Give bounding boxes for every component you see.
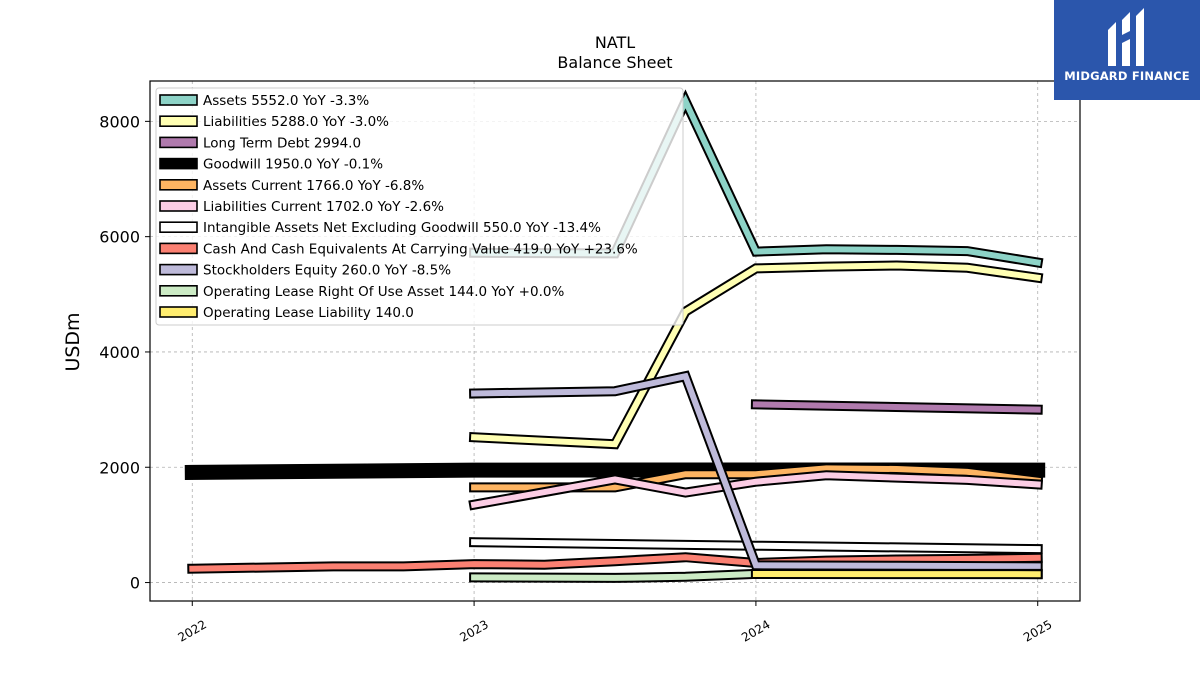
y-tick-label: 6000	[99, 228, 140, 247]
series-long-term-debt	[750, 399, 1043, 415]
legend-entry-label: Goodwill 1950.0 YoY -0.1%	[203, 157, 383, 173]
legend: Assets 5552.0 YoY -3.3% Liabilities 5288.…	[155, 87, 684, 326]
y-tick-label: 2000	[99, 458, 140, 477]
y-axis-label: USDm	[62, 312, 84, 371]
y-tick-label: 4000	[99, 343, 140, 362]
legend-entry-label: Intangible Assets Net Excluding Goodwill…	[203, 220, 601, 236]
legend-swatch	[159, 157, 198, 170]
legend-swatch	[159, 200, 198, 212]
y-tick-label: 0	[130, 574, 140, 593]
chart-title: NATL	[595, 33, 635, 52]
series-line	[752, 401, 1041, 413]
series-intangible-assets-net-excluding-goodwill	[469, 537, 1043, 555]
legend-entry-label: Liabilities Current 1702.0 YoY -2.6%	[203, 199, 444, 215]
series-line	[471, 372, 1041, 570]
y-tick-label: 8000	[99, 112, 140, 131]
legend-swatch	[159, 179, 198, 191]
series-line	[470, 472, 1041, 509]
series-cash-and-cash-equivalents-at-carrying-value	[187, 552, 1043, 574]
series-line	[471, 539, 1041, 553]
series-line	[189, 554, 1041, 572]
legend-entry-label: Liabilities 5288.0 YoY -3.0%	[203, 114, 389, 130]
series-liabilities	[468, 260, 1044, 450]
legend-entry-label: Stockholders Equity 260.0 YoY -8.5%	[203, 263, 451, 279]
legend-swatch	[159, 263, 198, 276]
series-stockholders-equity	[469, 370, 1043, 572]
legend-entry-label: Operating Lease Liability 140.0	[203, 305, 414, 321]
legend-entry-label: Long Term Debt 2994.0	[203, 135, 361, 151]
legend-swatch	[159, 284, 198, 297]
legend-entry-label: Assets 5552.0 YoY -3.3%	[203, 93, 369, 109]
legend-swatch	[159, 221, 198, 233]
legend-swatch	[159, 136, 198, 149]
series-lines	[184, 89, 1046, 583]
legend-swatch	[159, 115, 198, 127]
legend-entry-label: Assets Current 1766.0 YoY -6.8%	[203, 178, 424, 194]
legend-entry-label: Cash And Cash Equivalents At Carrying Va…	[203, 241, 638, 257]
midgard-m-logo-icon	[1108, 8, 1144, 66]
x-tick-label: 2025	[1021, 617, 1054, 644]
series-line	[470, 262, 1042, 448]
legend-box	[155, 87, 684, 326]
brand-name: MIDGARD FINANCE	[1064, 69, 1190, 83]
legend-swatch	[159, 94, 198, 106]
series-liabilities-current	[468, 470, 1044, 511]
legend-swatch	[159, 306, 198, 318]
legend-entry-label: Operating Lease Right Of Use Asset 144.0…	[203, 284, 564, 300]
x-tick-label: 2023	[457, 617, 490, 644]
legend-swatch	[159, 242, 198, 255]
x-tick-label: 2022	[176, 617, 209, 644]
plot-frame	[149, 80, 1081, 602]
brand-logo: MIDGARD FINANCE	[1054, 0, 1200, 100]
x-tick-label: 2024	[739, 617, 772, 644]
chart-subtitle: Balance Sheet	[557, 53, 672, 72]
